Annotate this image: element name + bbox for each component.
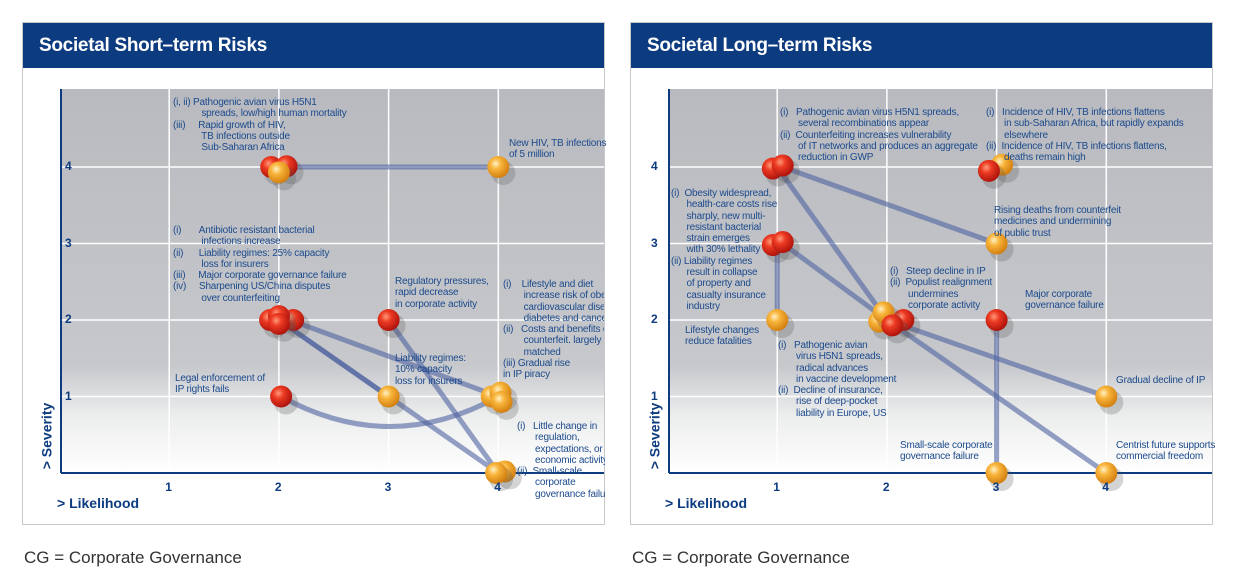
- x-tick-label: 2: [882, 480, 890, 494]
- y-axis-label: > Severity: [38, 402, 55, 470]
- x-tick-label: 4: [1102, 480, 1109, 494]
- annotation: (i) Lifestyle and diet increase risk of …: [503, 279, 604, 381]
- data-point: [485, 462, 508, 484]
- annotation: Legal enforcement of IP rights fails: [175, 373, 265, 396]
- data-point: [985, 232, 1008, 255]
- annotation: Regulatory pressures, rapid decrease in …: [395, 276, 489, 310]
- annotation: (i) Antibiotic resistant bacterial infec…: [173, 225, 347, 304]
- y-tick-label: 4: [651, 159, 658, 173]
- x-tick-label: 1: [165, 480, 172, 494]
- footnote: CG = Corporate Governance: [24, 548, 242, 567]
- data-point: [490, 390, 513, 413]
- data-point: [985, 309, 1008, 331]
- connector-line: [289, 317, 500, 399]
- plot-background: [61, 89, 604, 473]
- short-term-risks-plot: [60, 89, 604, 491]
- annotation: Major corporate governance failure: [1025, 289, 1104, 312]
- connector-line: [781, 241, 889, 323]
- long-term-risks-panel: Societal Long–term Risks (i) Pathogenic …: [630, 22, 1216, 525]
- annotation: (i) Little change in regulation, expecta…: [517, 421, 605, 500]
- data-point: [377, 385, 400, 408]
- x-axis-label: > Likelihood: [665, 495, 748, 511]
- y-tick-label: 3: [65, 235, 72, 250]
- annotation: (i, ii) Pathogenic avian virus H5N1 spre…: [173, 97, 347, 154]
- annotation: Rising deaths from counterfeit medicines…: [994, 205, 1121, 239]
- data-point: [267, 312, 290, 335]
- data-point: [766, 309, 789, 331]
- data-point: [377, 309, 400, 331]
- data-point: [1095, 385, 1118, 408]
- annotation: Lifestyle changes reduce fatalities: [685, 325, 759, 348]
- annotation: Centrist future supports commercial free…: [1116, 440, 1216, 463]
- data-point: [985, 462, 1008, 484]
- x-axis-label: > Likelihood: [57, 495, 140, 511]
- data-point: [487, 156, 510, 178]
- y-tick-label: 2: [651, 312, 658, 326]
- y-axis-label: > Severity: [646, 402, 663, 470]
- y-tick-label: 2: [65, 312, 72, 326]
- annotation: (i) Obesity widespread, health-care cost…: [671, 188, 778, 312]
- connector-line: [386, 318, 501, 475]
- connector-line: [775, 165, 889, 322]
- y-tick-label: 4: [65, 159, 72, 173]
- short-term-risks-panel: Societal Short–term Risks (i, ii) Pathog…: [22, 22, 607, 525]
- connector-line: [781, 164, 998, 246]
- x-tick-label: 2: [274, 480, 282, 494]
- plot-background: [669, 89, 1212, 473]
- data-point: [270, 385, 293, 408]
- x-tick-label: 4: [494, 480, 501, 494]
- annotation: Liability regimes: 10% capacity loss for…: [395, 353, 466, 387]
- annotation: (i) Pathogenic avian virus H5N1 spreads,…: [780, 107, 978, 164]
- data-point: [267, 161, 290, 184]
- annotation: Small-scale corporate governance failure: [900, 440, 993, 463]
- annotation: New HIV, TB infections of 5 million: [509, 138, 607, 161]
- annotation: (i) Steep decline in IP (ii) Populist re…: [890, 266, 993, 311]
- chart-title: Societal Long–term Risks: [631, 23, 1212, 68]
- x-tick-label: 3: [992, 480, 1000, 494]
- data-point: [771, 154, 794, 177]
- chart-title: Societal Short–term Risks: [23, 23, 604, 68]
- annotation: Gradual decline of IP: [1116, 375, 1206, 386]
- x-tick-label: 1: [773, 480, 780, 494]
- x-tick-label: 3: [384, 480, 392, 494]
- annotation: (i) Pathogenic avian virus H5N1 spreads,…: [778, 340, 897, 419]
- data-point: [977, 159, 1000, 182]
- footnote: CG = Corporate Governance: [632, 548, 850, 567]
- connector-line: [277, 317, 391, 399]
- y-tick-label: 1: [65, 388, 72, 403]
- data-point: [881, 314, 904, 337]
- connector-line: [890, 321, 1108, 476]
- data-point: [1095, 462, 1118, 484]
- y-tick-label: 1: [651, 388, 658, 403]
- annotation: (i) Incidence of HIV, TB infections flat…: [986, 107, 1184, 164]
- y-tick-label: 3: [651, 235, 658, 250]
- connector-line: [279, 394, 500, 429]
- long-term-risks-plot: [668, 89, 1212, 491]
- data-point: [771, 230, 794, 253]
